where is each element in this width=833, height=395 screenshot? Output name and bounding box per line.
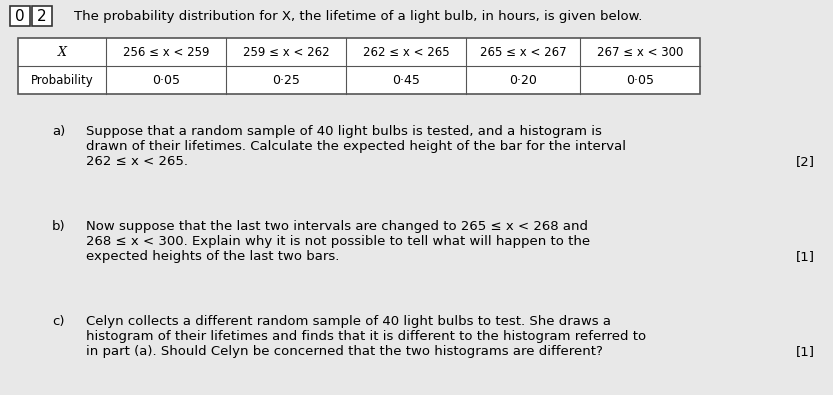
Text: [2]: [2] xyxy=(796,155,815,168)
Text: 2: 2 xyxy=(37,9,47,23)
Text: 0·45: 0·45 xyxy=(392,73,420,87)
Text: Probability: Probability xyxy=(31,73,93,87)
Text: 0·05: 0·05 xyxy=(626,73,654,87)
Text: 256 ≤ x < 259: 256 ≤ x < 259 xyxy=(122,45,209,58)
Text: 259 ≤ x < 262: 259 ≤ x < 262 xyxy=(242,45,329,58)
Text: The probability distribution for X, the lifetime of a light bulb, in hours, is g: The probability distribution for X, the … xyxy=(74,9,642,23)
FancyBboxPatch shape xyxy=(18,38,700,94)
Text: a): a) xyxy=(52,125,65,138)
Text: 0: 0 xyxy=(15,9,25,23)
Text: 0·25: 0·25 xyxy=(272,73,300,87)
Text: 262 ≤ x < 265.: 262 ≤ x < 265. xyxy=(86,155,188,168)
Text: 0·05: 0·05 xyxy=(152,73,180,87)
FancyBboxPatch shape xyxy=(10,6,30,26)
Text: Suppose that a random sample of 40 light bulbs is tested, and a histogram is: Suppose that a random sample of 40 light… xyxy=(86,125,602,138)
Text: 267 ≤ x < 300: 267 ≤ x < 300 xyxy=(596,45,683,58)
Text: 0·20: 0·20 xyxy=(509,73,537,87)
Text: 262 ≤ x < 265: 262 ≤ x < 265 xyxy=(362,45,449,58)
Text: b): b) xyxy=(52,220,66,233)
Text: Celyn collects a different random sample of 40 light bulbs to test. She draws a: Celyn collects a different random sample… xyxy=(86,315,611,328)
FancyBboxPatch shape xyxy=(32,6,52,26)
Text: drawn of their lifetimes. Calculate the expected height of the bar for the inter: drawn of their lifetimes. Calculate the … xyxy=(86,140,626,153)
Text: c): c) xyxy=(52,315,64,328)
Text: [1]: [1] xyxy=(796,250,815,263)
Text: 265 ≤ x < 267: 265 ≤ x < 267 xyxy=(480,45,566,58)
Text: [1]: [1] xyxy=(796,345,815,358)
Text: histogram of their lifetimes and finds that it is different to the histogram ref: histogram of their lifetimes and finds t… xyxy=(86,330,646,343)
Text: 268 ≤ x < 300. Explain why it is not possible to tell what will happen to the: 268 ≤ x < 300. Explain why it is not pos… xyxy=(86,235,590,248)
Text: in part (a). Should Celyn be concerned that the two histograms are different?: in part (a). Should Celyn be concerned t… xyxy=(86,345,603,358)
Text: X: X xyxy=(57,45,67,58)
Text: expected heights of the last two bars.: expected heights of the last two bars. xyxy=(86,250,339,263)
Text: Now suppose that the last two intervals are changed to 265 ≤ x < 268 and: Now suppose that the last two intervals … xyxy=(86,220,588,233)
